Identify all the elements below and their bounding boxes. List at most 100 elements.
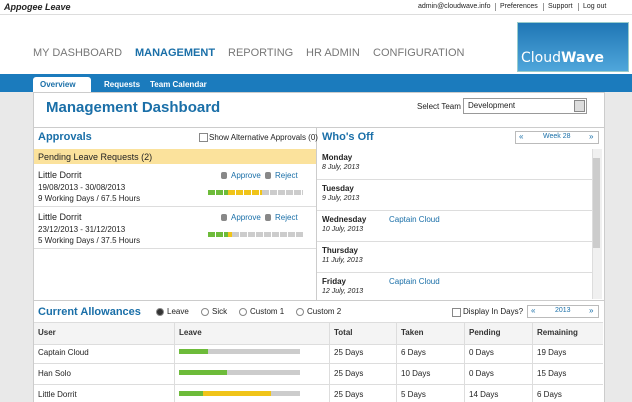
bar-cell: [262, 190, 269, 195]
day-date: 10 July, 2013: [322, 226, 363, 233]
tab[interactable]: Requests: [104, 80, 140, 89]
cell: 25 Days: [334, 348, 363, 357]
reject-link[interactable]: Reject: [275, 171, 298, 180]
bar-cell: [208, 232, 215, 237]
radio[interactable]: [201, 308, 209, 316]
bar-cell: [264, 232, 271, 237]
person[interactable]: Captain Cloud: [389, 277, 440, 286]
nav-label: 2013: [555, 307, 571, 314]
cell: 6 Days: [401, 348, 426, 357]
bar-cell: [240, 232, 247, 237]
bar-cell: [216, 190, 223, 195]
logo-text: Cloud: [521, 50, 561, 66]
approve-link[interactable]: Approve: [231, 171, 261, 180]
column-header: User: [38, 328, 56, 337]
radio[interactable]: [156, 308, 164, 316]
bar-cell: [286, 190, 293, 195]
request-duration: 9 Working Days / 67.5 Hours: [38, 194, 140, 203]
bar-cell: [288, 232, 295, 237]
user-link[interactable]: Support: [548, 3, 573, 10]
day-name: Thursday: [322, 246, 358, 255]
taken-bar: [179, 370, 227, 375]
radio[interactable]: [296, 308, 304, 316]
table-header-bg: [34, 322, 603, 345]
nav-next[interactable]: »: [589, 306, 593, 315]
bar-cell: [228, 190, 235, 195]
person[interactable]: Captain Cloud: [389, 215, 440, 224]
bar-cell: [236, 190, 243, 195]
divider: [33, 127, 604, 128]
approve-icon: [221, 172, 227, 179]
nav-prev[interactable]: «: [519, 132, 523, 141]
column-line: [532, 322, 533, 402]
tab[interactable]: Overview: [40, 80, 76, 89]
request-name: Little Dorrit: [38, 170, 82, 180]
column-header: Taken: [401, 328, 424, 337]
separator: [317, 272, 592, 273]
request-dates: 19/08/2013 - 30/08/2013: [38, 183, 125, 192]
page-title: Management Dashboard: [46, 99, 220, 116]
bar-cell: [294, 190, 301, 195]
request-dates: 23/12/2013 - 31/12/2013: [38, 225, 125, 234]
column-line: [329, 322, 330, 402]
checkbox[interactable]: [199, 133, 208, 142]
select-label: Select Team: [417, 102, 461, 111]
app-name: Appogee Leave: [4, 2, 71, 12]
panel-title: Approvals: [38, 131, 92, 143]
separator: [578, 3, 579, 11]
reject-link[interactable]: Reject: [275, 213, 298, 222]
nav-item[interactable]: MY DASHBOARD: [33, 47, 122, 59]
cell: 5 Days: [401, 390, 426, 399]
user-link[interactable]: Preferences: [500, 3, 538, 10]
bar-cell: [280, 232, 287, 237]
nav-item[interactable]: HR ADMIN: [306, 47, 360, 59]
radio[interactable]: [239, 308, 247, 316]
nav-item[interactable]: MANAGEMENT: [135, 47, 215, 59]
bar-cell: [272, 232, 279, 237]
bar-cell: [244, 190, 251, 195]
cell: 0 Days: [469, 348, 494, 357]
scroll-thumb[interactable]: [593, 158, 600, 248]
user-link[interactable]: Log out: [583, 3, 606, 10]
day-name: Friday: [322, 277, 346, 286]
day-name: Tuesday: [322, 184, 354, 193]
taken-bar: [179, 349, 208, 354]
user-link[interactable]: admin@cloudwave.info: [418, 3, 490, 10]
radio-label: Custom 1: [250, 307, 284, 316]
column-header: Leave: [179, 328, 202, 337]
nav-next[interactable]: »: [589, 132, 593, 141]
bar-cell: [256, 232, 263, 237]
radio-label: Sick: [212, 307, 227, 316]
approve-link[interactable]: Approve: [231, 213, 261, 222]
separator: [34, 248, 316, 249]
bar-cell: [248, 232, 255, 237]
separator: [317, 241, 592, 242]
checkbox-label: Display In Days?: [463, 307, 523, 316]
bar-cell: [232, 232, 239, 237]
separator: [317, 179, 592, 180]
bar-cell: [252, 190, 259, 195]
bar-cell: [216, 232, 223, 237]
nav-prev[interactable]: «: [531, 306, 535, 315]
cell: Little Dorrit: [38, 390, 77, 399]
cell: Han Solo: [38, 369, 71, 378]
cell: 14 Days: [469, 390, 498, 399]
panel-title: Who's Off: [322, 131, 374, 143]
checkbox[interactable]: [452, 308, 461, 317]
select-arrow[interactable]: [574, 100, 585, 112]
column-line: [464, 322, 465, 402]
column-header: Pending: [469, 328, 501, 337]
nav-item[interactable]: REPORTING: [228, 47, 293, 59]
column-line: [396, 322, 397, 402]
day-date: 12 July, 2013: [322, 288, 363, 295]
radio-label: Leave: [167, 307, 189, 316]
tab[interactable]: Team Calendar: [150, 80, 207, 89]
cell: 6 Days: [537, 390, 562, 399]
nav-item[interactable]: CONFIGURATION: [373, 47, 464, 59]
reject-icon: [265, 214, 271, 221]
separator: [34, 206, 316, 207]
bar-cell: [270, 190, 277, 195]
select-value: Development: [468, 101, 515, 110]
column-line: [174, 322, 175, 402]
